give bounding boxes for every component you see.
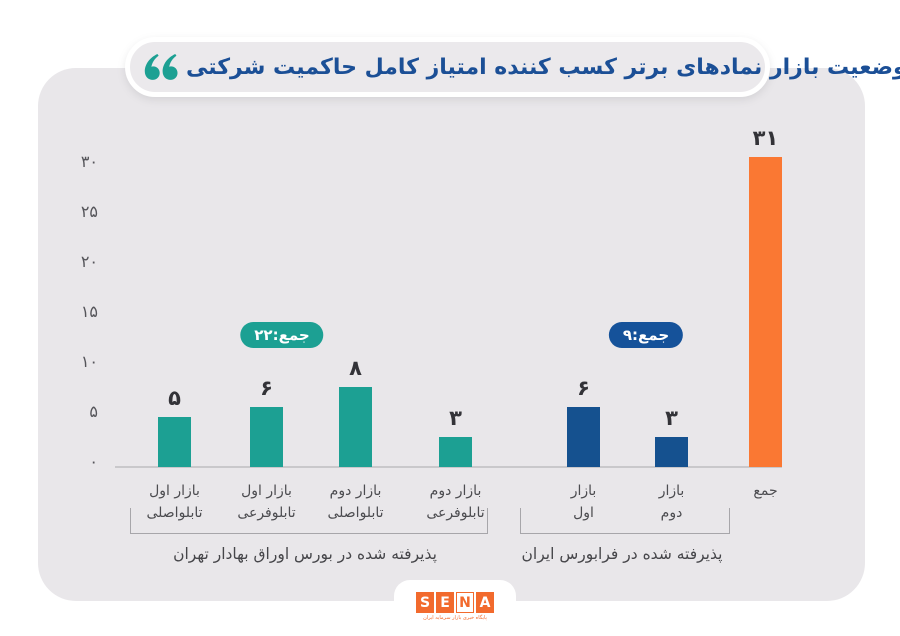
bar-category-label: بازار اول bbox=[570, 483, 597, 521]
y-tick-label: ۲۰ bbox=[80, 252, 98, 271]
group-bracket bbox=[520, 508, 730, 534]
logo-letter-block: E bbox=[436, 592, 454, 613]
logo-tagline: پایگاه خبری بازار سرمایه ایران bbox=[423, 615, 487, 621]
bar-category-label: بازار دوم تابلوفرعی bbox=[426, 483, 485, 521]
bar bbox=[158, 417, 191, 467]
bar-category-label: بازار اول تابلواصلی bbox=[146, 483, 203, 521]
bar-value-label: ۵ bbox=[168, 386, 181, 410]
bar-value-label: ۶ bbox=[577, 376, 590, 400]
group-caption: پذیرفته شده در فرابورس ایران bbox=[521, 545, 723, 563]
bar-category-label: جمع bbox=[753, 483, 778, 499]
group-bracket bbox=[130, 508, 488, 534]
bar bbox=[439, 437, 472, 467]
bar-value-label: ۶ bbox=[260, 376, 273, 400]
quote-open-66-icon bbox=[144, 53, 178, 80]
y-tick-label: ۰ bbox=[89, 452, 98, 471]
title-banner: وضعیت بازار نمادهای برتر کسب کننده امتیا… bbox=[125, 37, 900, 97]
bar-category-label: بازار دوم bbox=[658, 483, 685, 521]
group-total-badge: جمع:۲۲ bbox=[240, 322, 324, 348]
bar-value-label: ۳ bbox=[449, 406, 462, 430]
chart-card bbox=[38, 68, 865, 601]
bar-category-label: بازار دوم تابلواصلی bbox=[327, 483, 384, 521]
bar-category-label: بازار اول تابلوفرعی bbox=[237, 483, 296, 521]
group-caption: پذیرفته شده در بورس اوراق بهادار تهران bbox=[173, 545, 437, 563]
y-tick-label: ۵ bbox=[89, 402, 98, 421]
bar bbox=[339, 387, 372, 467]
logo-letter-block: N bbox=[456, 592, 474, 613]
logo-letter-block: A bbox=[476, 592, 494, 613]
group-total-badge: جمع:۹ bbox=[608, 322, 684, 348]
bar-value-label: ۳۱ bbox=[752, 126, 779, 150]
page-title: وضعیت بازار نمادهای برتر کسب کننده امتیا… bbox=[186, 54, 900, 80]
y-tick-label: ۱۵ bbox=[80, 302, 98, 321]
logo-letter-block: S bbox=[416, 592, 434, 613]
y-tick-label: ۳۰ bbox=[80, 152, 98, 171]
y-tick-label: ۲۵ bbox=[80, 202, 98, 221]
y-tick-label: ۱۰ bbox=[80, 352, 98, 371]
bar bbox=[250, 407, 283, 467]
bar bbox=[567, 407, 600, 467]
bar bbox=[655, 437, 688, 467]
bar-value-label: ۳ bbox=[665, 406, 678, 430]
x-axis-baseline bbox=[115, 466, 782, 468]
bar-value-label: ۸ bbox=[349, 356, 362, 380]
bar bbox=[749, 157, 782, 467]
